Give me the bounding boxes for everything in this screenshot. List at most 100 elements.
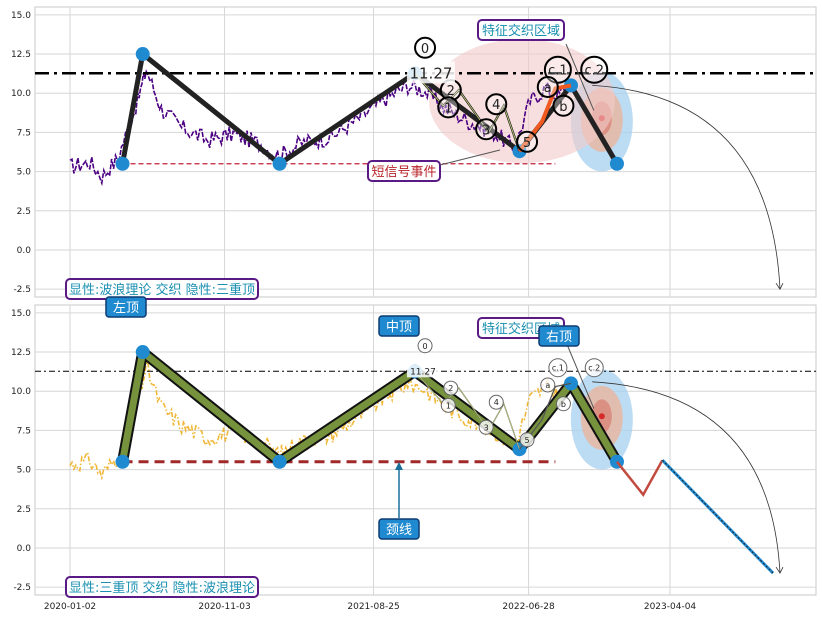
- bottom-wave-label-circle: [443, 380, 459, 396]
- top-wave-label-circle: [475, 118, 498, 141]
- x-tick-label: 2022-06-28: [502, 602, 555, 612]
- bottom-pivot-point: [135, 345, 150, 360]
- bottom-wave-label-circle: [519, 432, 535, 448]
- top-wave-label: 1: [444, 101, 452, 116]
- top-y-tick-label: 12.5: [11, 50, 31, 60]
- top-y-tick-label: 10.0: [11, 89, 31, 99]
- bottom-curved-arrow: [592, 381, 781, 574]
- bottom-wave-label: c.1: [552, 364, 564, 373]
- top-y-tick-label: 2.5: [17, 207, 31, 217]
- top-wave-label-circle: [536, 75, 559, 98]
- bottom-wave-highlight: [414, 371, 520, 450]
- right-top-label: 右顶: [546, 330, 572, 345]
- bottom-pivot-point: [564, 376, 579, 391]
- top-curved-arrow-head: [775, 282, 784, 290]
- bottom-y-tick-label: 12.5: [11, 348, 31, 358]
- bottom-wave-label: 4: [494, 398, 499, 407]
- bottom-wave-label-circle: [548, 358, 568, 378]
- x-tick-label: 2023-04-04: [644, 602, 697, 612]
- neckline-label: 颈线: [386, 523, 412, 538]
- bottom-y-tick-label: 10.0: [11, 387, 31, 397]
- top-wave-label: c.1: [548, 64, 568, 79]
- bottom-caption-box: [65, 576, 259, 598]
- top-caption-box: [65, 278, 259, 300]
- bottom-plot-frame: [34, 304, 817, 596]
- top-y-tick-label: 5.0: [17, 168, 32, 178]
- bottom-pivot-point: [272, 454, 287, 469]
- top-wave-label-circle: [414, 36, 437, 59]
- top-plot-frame: [34, 6, 817, 298]
- top-pivot-point: [564, 78, 579, 93]
- bottom-wave-label-circle: [478, 419, 494, 435]
- top-pivot-point: [272, 156, 287, 171]
- top-feature-zone-label: 特征交织区域: [482, 23, 560, 39]
- right-top-label-box: [538, 325, 580, 347]
- top-wave-label: 4: [492, 98, 500, 113]
- top-wave-label-circle: [516, 130, 539, 153]
- top-wave-label-circle: [580, 55, 609, 84]
- bottom-curved-arrow-head: [775, 566, 784, 574]
- bottom-wave-label-circle: [417, 338, 433, 354]
- top-price-label: 11.27: [409, 64, 452, 82]
- bottom-zone-center-dot: [598, 413, 605, 420]
- x-tick-label: 2020-11-03: [198, 602, 250, 612]
- top-y-tick-label: 0.0: [17, 246, 32, 256]
- top-wave-label-circle: [552, 94, 575, 117]
- bottom-pivot-point: [115, 454, 130, 469]
- top-wave-label: a: [544, 81, 552, 96]
- middle-top-label-box: [378, 315, 420, 337]
- bottom-caption-label: 显性:三重顶 交织 隐性:波浪理论: [69, 580, 255, 596]
- top-wave-label: c.2: [584, 64, 604, 79]
- top-panel: -2.5 0.0 2.5 5.0 7.5 10.0 12.5 15.0 0 2 1 43 5 c.1 ab c…: [11, 6, 817, 300]
- top-feature-zone-pointer: [565, 43, 595, 111]
- top-curved-arrow: [592, 84, 781, 290]
- top-wave-label: 5: [523, 136, 531, 151]
- top-pivot-point: [135, 47, 150, 62]
- top-y-tick-label: 7.5: [17, 128, 31, 138]
- x-tick-label: 2020-01-02: [44, 602, 96, 612]
- left-top-label-box: [105, 296, 147, 318]
- bottom-y-tick-label: 15.0: [11, 309, 31, 319]
- bottom-y-tick-label: 2.5: [17, 505, 31, 515]
- top-pivot-point: [609, 156, 624, 171]
- neckline-pointer-head: [395, 462, 403, 470]
- bottom-wave-label: a: [545, 381, 550, 390]
- short-signal-label: 短信号事件: [371, 165, 436, 180]
- top-wave-label: b: [559, 100, 567, 115]
- top-wave-highlight: [414, 72, 520, 152]
- bottom-wave-label-circle: [440, 397, 456, 413]
- bottom-wave-label-circle: [584, 358, 604, 378]
- bottom-price-label-box: [406, 364, 439, 378]
- top-wave-label: 2: [447, 84, 455, 99]
- top-wave-label-circle: [485, 93, 508, 116]
- neckline-label-box: [378, 518, 420, 540]
- bottom-wave-label-circle: [488, 394, 504, 410]
- bottom-wave-label: 5: [525, 436, 530, 445]
- top-price-label-box: [406, 61, 455, 84]
- top-feature-zone-box: [477, 19, 565, 41]
- top-pivot-point: [115, 156, 130, 171]
- bottom-wave-label: 0: [423, 342, 428, 351]
- top-y-tick-label: -2.5: [13, 285, 31, 295]
- bottom-price-label: 11.27: [410, 367, 436, 377]
- bottom-wave-label: 1: [446, 401, 451, 410]
- top-wave-label-circle: [437, 96, 460, 119]
- bottom-y-tick-label: 7.5: [17, 426, 31, 436]
- left-top-label: 左顶: [113, 301, 139, 316]
- bottom-feature-zone-pointer: [565, 341, 595, 409]
- top-wave-label: 0: [421, 42, 429, 57]
- top-caption-label: 显性:波浪理论 交织 隐性:三重顶: [69, 282, 255, 298]
- bottom-wave-label-circle: [555, 396, 571, 412]
- bottom-wave-label: 3: [484, 423, 489, 432]
- bottom-panel: -2.5 0.0 2.5 5.0 7.5 10.0 12.5 15.0 0 2 1 4 3 5 c.1a b c…: [11, 296, 817, 612]
- projection-segment-red: [616, 459, 664, 497]
- bottom-wave-label: c.2: [588, 364, 600, 373]
- top-abc-segment: [517, 83, 572, 153]
- top-y-tick-label: 15.0: [11, 11, 31, 21]
- bottom-y-tick-label: 0.0: [17, 544, 32, 554]
- bottom-y-tick-label: -2.5: [13, 583, 31, 593]
- projection-segment-blue: [661, 459, 775, 575]
- short-signal-pointer: [439, 149, 501, 166]
- middle-top-label: 中顶: [386, 320, 412, 335]
